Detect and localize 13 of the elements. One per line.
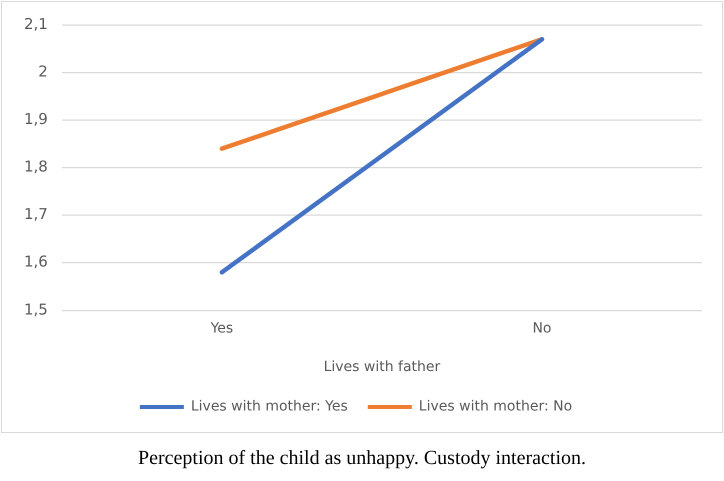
y-tick-label: 2	[38, 62, 48, 80]
y-tick-label: 1,7	[24, 205, 48, 224]
y-tick-label: 1,8	[24, 158, 48, 176]
y-tick-label: 2,1	[24, 14, 48, 33]
x-tick-label: Yes	[210, 320, 234, 336]
x-tick-label: No	[532, 320, 552, 336]
y-tick-label: 1,6	[24, 252, 48, 271]
legend-label: Lives with mother: Yes	[190, 398, 348, 415]
legend-label: Lives with mother: No	[418, 398, 572, 415]
y-tick-label: 1,5	[24, 300, 48, 318]
y-tick-label: 1,9	[24, 110, 48, 128]
x-axis-title: Lives with father	[324, 359, 441, 376]
text: Perception of the child as unhappy. Custody interaction.	[136, 447, 588, 470]
